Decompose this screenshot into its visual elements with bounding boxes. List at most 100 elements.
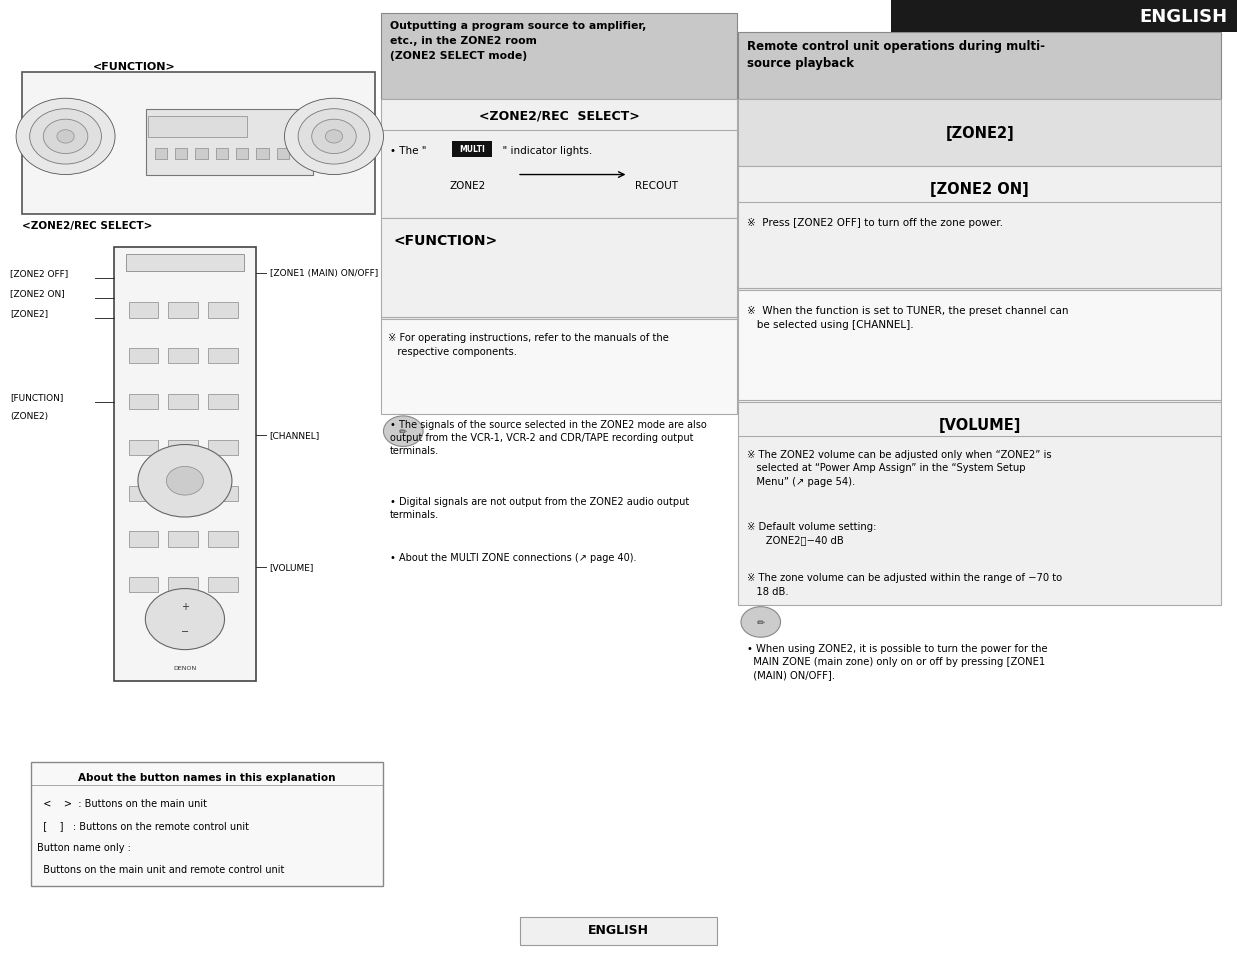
FancyBboxPatch shape	[129, 395, 158, 410]
Text: [ZONE1 (MAIN) ON/OFF]: [ZONE1 (MAIN) ON/OFF]	[270, 269, 379, 277]
Text: RECOUT: RECOUT	[635, 181, 678, 191]
Circle shape	[30, 110, 101, 165]
Text: ZONE2: ZONE2	[449, 181, 485, 191]
FancyBboxPatch shape	[168, 486, 198, 501]
Text: [ZONE2]: [ZONE2]	[10, 309, 48, 317]
FancyBboxPatch shape	[208, 395, 238, 410]
FancyBboxPatch shape	[381, 100, 737, 219]
Circle shape	[146, 589, 225, 650]
Text: • The signals of the source selected in the ZONE2 mode are also
output from the : • The signals of the source selected in …	[390, 419, 706, 456]
FancyBboxPatch shape	[168, 349, 198, 364]
Text: • The ": • The "	[390, 146, 433, 155]
Text: DENON: DENON	[173, 665, 197, 670]
Text: • When using ZONE2, it is possible to turn the power for the
  MAIN ZONE (main z: • When using ZONE2, it is possible to tu…	[747, 643, 1048, 679]
Circle shape	[57, 131, 74, 144]
FancyBboxPatch shape	[738, 100, 1221, 167]
Circle shape	[325, 131, 343, 144]
FancyBboxPatch shape	[126, 254, 244, 272]
Circle shape	[298, 110, 370, 165]
FancyBboxPatch shape	[452, 142, 492, 158]
FancyBboxPatch shape	[168, 440, 198, 456]
FancyBboxPatch shape	[381, 14, 737, 100]
Text: <    >  : Buttons on the main unit: < > : Buttons on the main unit	[37, 799, 207, 808]
Circle shape	[16, 99, 115, 175]
FancyBboxPatch shape	[297, 149, 309, 160]
Text: ※ Default volume setting:
      ZONE2：−40 dB: ※ Default volume setting: ZONE2：−40 dB	[747, 521, 877, 544]
Text: <ZONE2/REC SELECT>: <ZONE2/REC SELECT>	[22, 221, 152, 231]
FancyBboxPatch shape	[738, 167, 1221, 291]
Text: [VOLUME]: [VOLUME]	[270, 562, 314, 571]
FancyBboxPatch shape	[208, 578, 238, 593]
FancyBboxPatch shape	[381, 219, 737, 319]
Circle shape	[383, 416, 423, 447]
Text: [VOLUME]: [VOLUME]	[939, 417, 1021, 433]
Text: [FUNCTION]: [FUNCTION]	[10, 393, 63, 401]
FancyBboxPatch shape	[22, 73, 375, 214]
FancyBboxPatch shape	[738, 402, 1221, 605]
FancyBboxPatch shape	[208, 349, 238, 364]
FancyBboxPatch shape	[738, 33, 1221, 100]
FancyBboxPatch shape	[129, 578, 158, 593]
FancyBboxPatch shape	[129, 486, 158, 501]
FancyBboxPatch shape	[236, 149, 249, 160]
Text: • About the MULTI ZONE connections (↗ page 40).: • About the MULTI ZONE connections (↗ pa…	[390, 553, 636, 562]
Text: [ZONE2 ON]: [ZONE2 ON]	[10, 289, 64, 297]
Text: +: +	[181, 601, 189, 611]
Text: [CHANNEL]: [CHANNEL]	[270, 431, 320, 439]
Text: Outputting a program source to amplifier,
etc., in the ZONE2 room
(ZONE2 SELECT : Outputting a program source to amplifier…	[390, 21, 646, 61]
FancyBboxPatch shape	[155, 149, 167, 160]
Circle shape	[166, 467, 203, 496]
Text: ENGLISH: ENGLISH	[1139, 8, 1227, 26]
FancyBboxPatch shape	[277, 149, 289, 160]
Text: ※ The ZONE2 volume can be adjusted only when “ZONE2” is
   selected at “Power Am: ※ The ZONE2 volume can be adjusted only …	[747, 450, 1051, 486]
Circle shape	[312, 120, 356, 154]
FancyBboxPatch shape	[891, 0, 1237, 33]
FancyBboxPatch shape	[114, 248, 256, 681]
FancyBboxPatch shape	[168, 578, 198, 593]
FancyBboxPatch shape	[208, 486, 238, 501]
Text: (ZONE2): (ZONE2)	[10, 412, 48, 420]
FancyBboxPatch shape	[168, 395, 198, 410]
FancyBboxPatch shape	[520, 917, 717, 945]
FancyBboxPatch shape	[208, 440, 238, 456]
FancyBboxPatch shape	[381, 319, 737, 415]
Text: ✏: ✏	[400, 427, 407, 436]
FancyBboxPatch shape	[168, 532, 198, 547]
FancyBboxPatch shape	[129, 440, 158, 456]
Text: " indicator lights.: " indicator lights.	[496, 146, 593, 155]
Circle shape	[285, 99, 383, 175]
Text: ENGLISH: ENGLISH	[588, 923, 649, 936]
FancyBboxPatch shape	[146, 110, 313, 176]
Text: About the button names in this explanation: About the button names in this explanati…	[78, 772, 336, 781]
Text: ✏: ✏	[757, 618, 764, 627]
Text: Button name only :: Button name only :	[37, 842, 131, 852]
Circle shape	[137, 445, 233, 517]
Text: <FUNCTION>: <FUNCTION>	[93, 62, 176, 71]
Text: ※  Press [ZONE2 OFF] to turn off the zone power.: ※ Press [ZONE2 OFF] to turn off the zone…	[747, 217, 1003, 227]
FancyBboxPatch shape	[129, 303, 158, 318]
FancyBboxPatch shape	[129, 532, 158, 547]
FancyBboxPatch shape	[195, 149, 208, 160]
Text: <ZONE2/REC  SELECT>: <ZONE2/REC SELECT>	[479, 110, 640, 123]
FancyBboxPatch shape	[168, 303, 198, 318]
Circle shape	[741, 607, 781, 638]
FancyBboxPatch shape	[208, 303, 238, 318]
FancyBboxPatch shape	[738, 291, 1221, 402]
Text: [    ]   : Buttons on the remote control unit: [ ] : Buttons on the remote control unit	[37, 821, 249, 830]
FancyBboxPatch shape	[31, 762, 383, 886]
Text: [ZONE2]: [ZONE2]	[945, 126, 1014, 141]
Text: ※ For operating instructions, refer to the manuals of the
   respective componen: ※ For operating instructions, refer to t…	[388, 333, 669, 356]
FancyBboxPatch shape	[174, 149, 187, 160]
Text: MULTI: MULTI	[459, 145, 485, 154]
Text: ※ The zone volume can be adjusted within the range of −70 to
   18 dB.: ※ The zone volume can be adjusted within…	[747, 573, 1063, 596]
Text: Buttons on the main unit and remote control unit: Buttons on the main unit and remote cont…	[37, 864, 285, 874]
FancyBboxPatch shape	[215, 149, 228, 160]
Text: • Digital signals are not output from the ZONE2 audio output
terminals.: • Digital signals are not output from th…	[390, 497, 689, 519]
Text: [ZONE2 ON]: [ZONE2 ON]	[930, 182, 1029, 197]
Text: ※  When the function is set to TUNER, the preset channel can
   be selected usin: ※ When the function is set to TUNER, the…	[747, 306, 1069, 330]
FancyBboxPatch shape	[129, 349, 158, 364]
Text: [ZONE2 OFF]: [ZONE2 OFF]	[10, 269, 68, 277]
FancyBboxPatch shape	[208, 532, 238, 547]
FancyBboxPatch shape	[256, 149, 268, 160]
Text: <FUNCTION>: <FUNCTION>	[393, 233, 497, 248]
